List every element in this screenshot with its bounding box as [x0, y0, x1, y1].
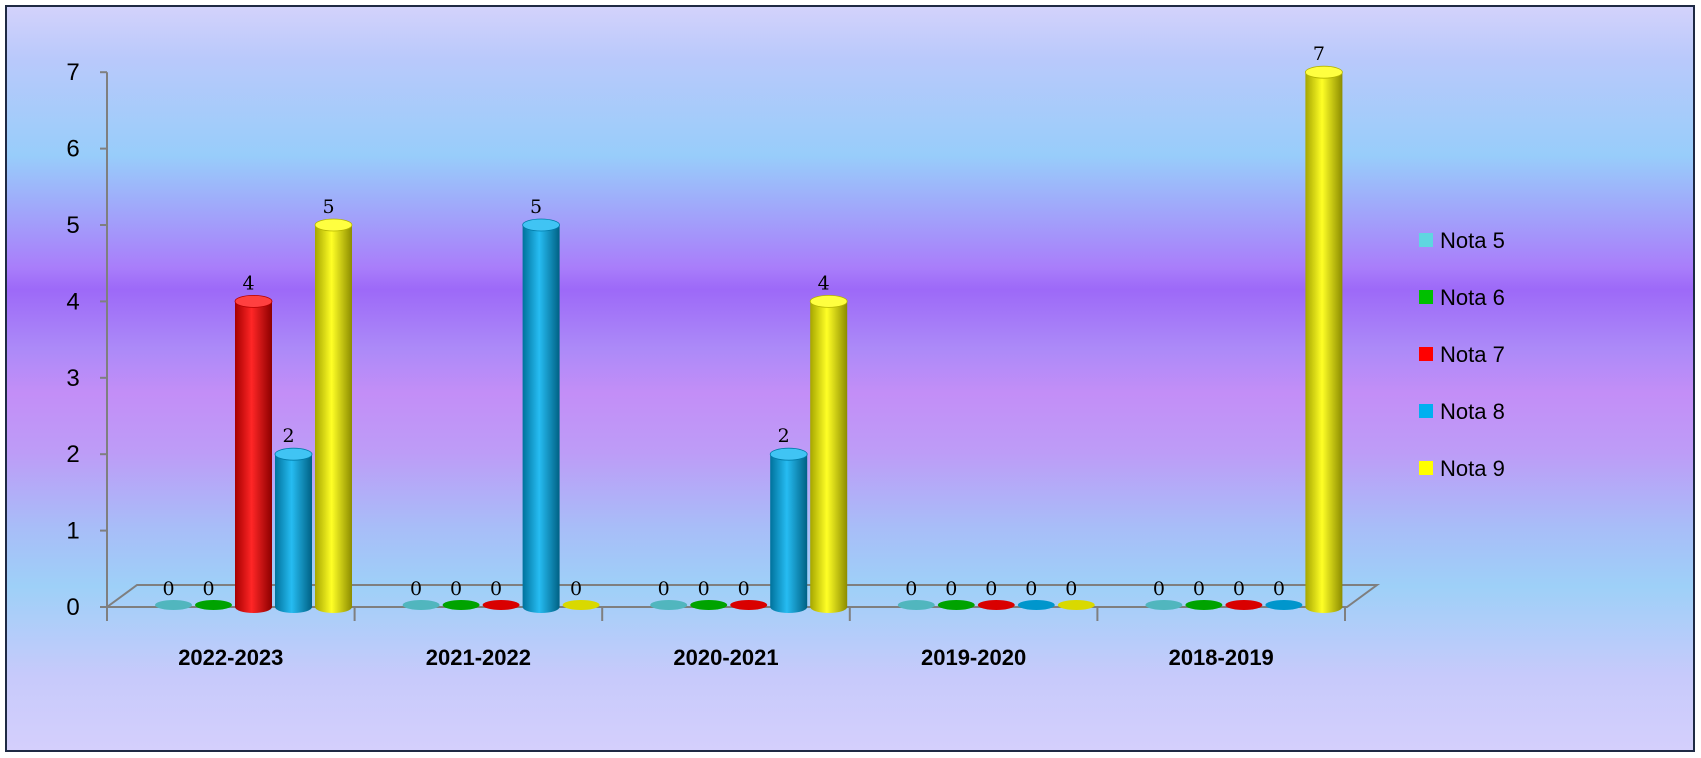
bar-base-zero [195, 600, 232, 610]
data-label: 0 [450, 578, 462, 600]
bar-top [809, 294, 848, 308]
data-label: 0 [658, 578, 670, 600]
data-label: 5 [322, 196, 334, 218]
data-label: 0 [410, 578, 422, 600]
bar-top [1305, 65, 1343, 79]
bar-base-zero [730, 600, 768, 610]
y-tick-label: 5 [66, 212, 79, 239]
bar [522, 225, 560, 613]
data-label: 0 [1233, 578, 1245, 600]
y-tick-label: 4 [66, 288, 79, 315]
data-label: 5 [530, 196, 542, 218]
data-label: 2 [778, 425, 790, 447]
data-label: 0 [1193, 578, 1205, 600]
data-label: 0 [1273, 578, 1285, 600]
category-label: 2018-2019 [1169, 645, 1274, 670]
y-tick-label: 3 [66, 365, 79, 392]
legend-swatch [1419, 290, 1433, 304]
data-label: 0 [698, 578, 710, 600]
bar-base-zero [937, 600, 975, 610]
legend-label: Nota 5 [1440, 228, 1505, 253]
category-label: 2022-2023 [178, 645, 283, 670]
bar [770, 454, 808, 613]
data-label: 4 [242, 272, 254, 294]
bar-base-zero [1017, 600, 1055, 610]
chart-frame: 0 1 2 3 4 5 6 7 0 0 4 2 5 0 0 0 5 0 0 0 0 2 4 0 0 0 0 0 0 0 0 0 7 2022-… [5, 5, 1695, 752]
legend-swatch [1419, 233, 1433, 247]
bar-base-zero [1185, 600, 1223, 610]
category-label: 2019-2020 [921, 645, 1026, 670]
legend: Nota 5 Nota 6 Nota 7 Nota 8 Nota 9 [1419, 228, 1505, 481]
bars [155, 65, 1343, 613]
y-tick-label: 7 [66, 59, 79, 86]
bar-base-zero [402, 600, 440, 610]
legend-label: Nota 8 [1440, 399, 1505, 424]
y-tick-label: 0 [66, 594, 79, 621]
data-label: 0 [945, 578, 957, 600]
bar-base-zero [1265, 600, 1303, 610]
legend-label: Nota 6 [1440, 285, 1505, 310]
bar-top [274, 447, 313, 461]
legend-swatch [1419, 347, 1433, 361]
bar [275, 454, 312, 613]
bar-top [522, 218, 560, 232]
bar-base-zero [690, 600, 728, 610]
bar-base-zero [650, 600, 688, 610]
data-label: 0 [1065, 578, 1077, 600]
y-tick-label: 1 [66, 518, 79, 545]
data-label: 0 [1153, 578, 1165, 600]
axes [100, 71, 1381, 621]
data-label: 0 [490, 578, 502, 600]
legend-swatch [1419, 404, 1433, 418]
y-tick-label: 6 [66, 136, 79, 163]
data-label: 0 [985, 578, 997, 600]
legend-label: Nota 7 [1440, 342, 1505, 367]
legend-swatch [1419, 461, 1433, 475]
bar-base-zero [562, 600, 600, 610]
data-label: 0 [202, 578, 214, 600]
bar-top [769, 447, 808, 461]
data-label: 0 [1025, 578, 1037, 600]
category-label: 2021-2022 [426, 645, 531, 670]
category-labels: 2022-2023 2021-2022 2020-2021 2019-2020 2018… [178, 645, 1274, 670]
bar [810, 301, 848, 613]
bar-base-zero [1145, 600, 1183, 610]
bar-base-zero [155, 600, 192, 610]
bar-base-zero [482, 600, 520, 610]
bar-base-zero [442, 600, 480, 610]
bar-base-zero [897, 600, 935, 610]
floor-plane [103, 584, 1381, 608]
bar-chart: 0 1 2 3 4 5 6 7 0 0 4 2 5 0 0 0 5 0 0 0 0 2 4 0 0 0 0 0 0 0 0 0 7 2022-… [66, 43, 1505, 670]
bar-base-zero [1225, 600, 1263, 610]
legend-label: Nota 9 [1440, 456, 1505, 481]
data-label: 0 [162, 578, 174, 600]
category-label: 2020-2021 [673, 645, 778, 670]
data-label: 4 [818, 272, 830, 294]
bar-base-zero [1057, 600, 1095, 610]
data-label: 7 [1313, 43, 1325, 65]
data-label: 0 [738, 578, 750, 600]
data-label: 0 [570, 578, 582, 600]
data-label: 0 [905, 578, 917, 600]
y-tick-label: 2 [66, 441, 79, 468]
y-tick-labels: 0 1 2 3 4 5 6 7 [66, 59, 79, 621]
bar-base-zero [977, 600, 1015, 610]
data-label: 2 [282, 425, 294, 447]
data-labels: 0 0 4 2 5 0 0 0 5 0 0 0 0 2 4 0 0 0 0 0 0 0 0 0 7 [162, 43, 1324, 600]
bar-top [234, 294, 273, 308]
bar [315, 225, 352, 613]
bar [235, 301, 272, 613]
bar-top [314, 218, 353, 232]
bar [1305, 72, 1343, 613]
